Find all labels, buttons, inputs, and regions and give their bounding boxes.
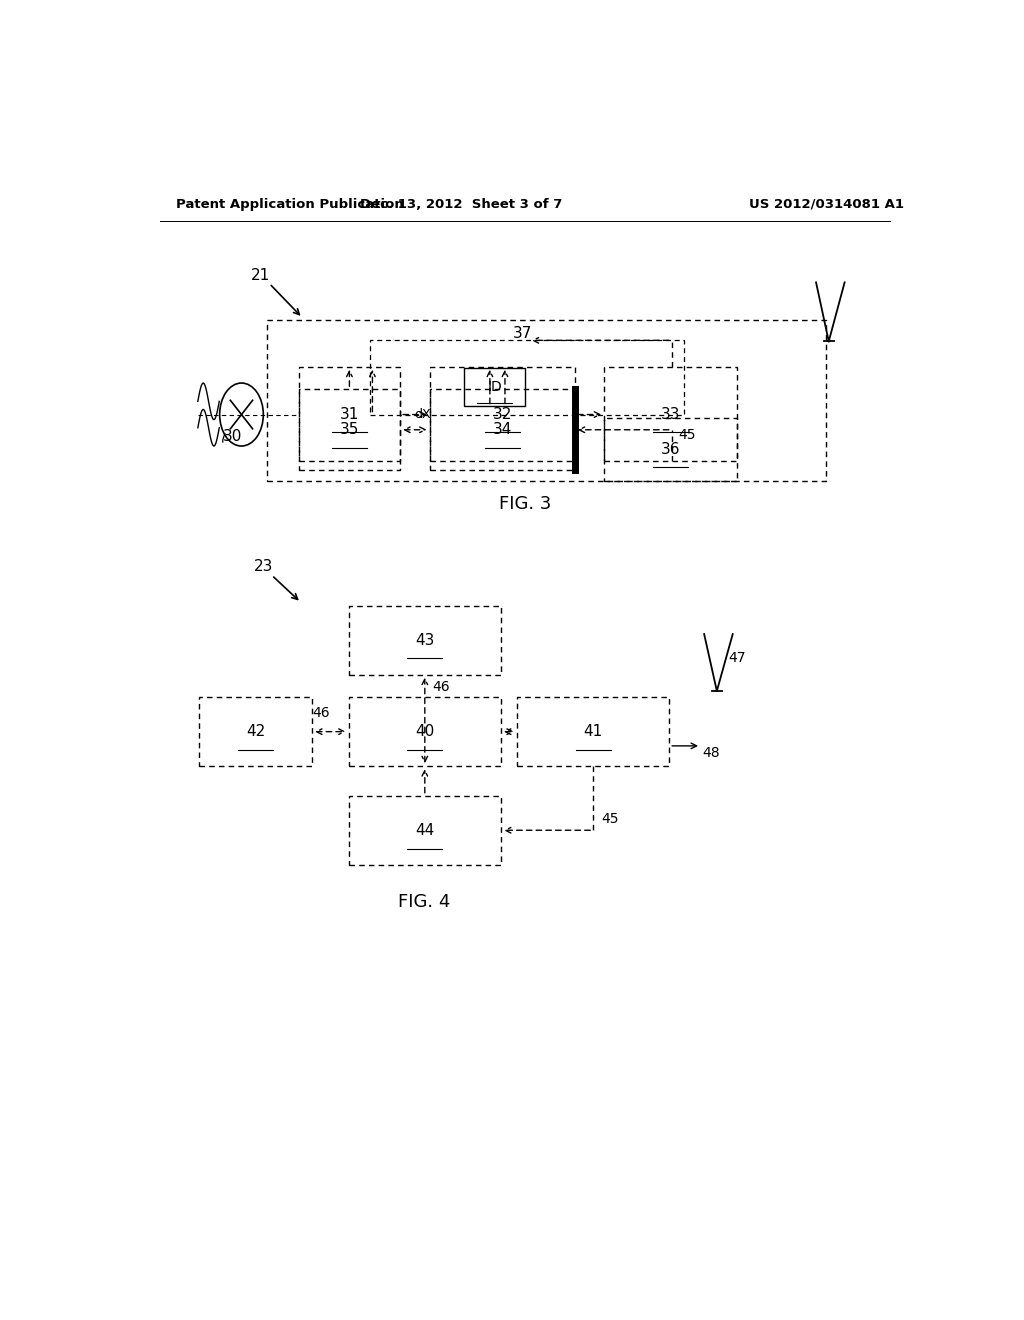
Text: 31: 31	[340, 407, 359, 421]
Text: 23: 23	[253, 560, 272, 574]
Bar	[200, 697, 312, 766]
Bar	[604, 417, 737, 480]
Text: Patent Application Publication: Patent Application Publication	[176, 198, 403, 211]
Text: 35: 35	[340, 422, 359, 437]
Text: 32: 32	[493, 407, 512, 421]
Bar	[299, 389, 400, 470]
Text: 43: 43	[415, 632, 434, 648]
Text: 41: 41	[584, 725, 603, 739]
Text: FIG. 3: FIG. 3	[499, 495, 551, 513]
Text: 34: 34	[493, 422, 512, 437]
Text: 48: 48	[702, 746, 720, 760]
Text: 46: 46	[432, 680, 450, 694]
Bar	[348, 796, 501, 865]
Text: 46: 46	[312, 706, 330, 721]
Bar	[370, 341, 684, 414]
Text: 37: 37	[513, 326, 532, 341]
Text: 44: 44	[415, 822, 434, 838]
Text: 45: 45	[602, 812, 620, 826]
Text: ID: ID	[487, 380, 502, 395]
Text: 45: 45	[678, 428, 695, 442]
Bar	[348, 606, 501, 675]
Bar	[430, 367, 574, 461]
Bar	[604, 367, 737, 461]
Text: dX: dX	[414, 408, 431, 421]
Text: US 2012/0314081 A1: US 2012/0314081 A1	[749, 198, 904, 211]
Text: Dec. 13, 2012  Sheet 3 of 7: Dec. 13, 2012 Sheet 3 of 7	[360, 198, 562, 211]
Text: FIG. 4: FIG. 4	[398, 894, 451, 911]
Bar	[267, 319, 826, 480]
Bar	[299, 367, 400, 461]
Text: 36: 36	[662, 442, 681, 457]
Text: 21: 21	[251, 268, 270, 282]
Bar	[348, 697, 501, 766]
Text: 42: 42	[246, 725, 265, 739]
Text: 33: 33	[662, 407, 681, 421]
Text: 40: 40	[415, 725, 434, 739]
Bar	[465, 368, 524, 407]
Bar	[430, 389, 574, 470]
Text: 47: 47	[728, 652, 745, 665]
Text: 30: 30	[223, 429, 243, 445]
Bar	[517, 697, 670, 766]
